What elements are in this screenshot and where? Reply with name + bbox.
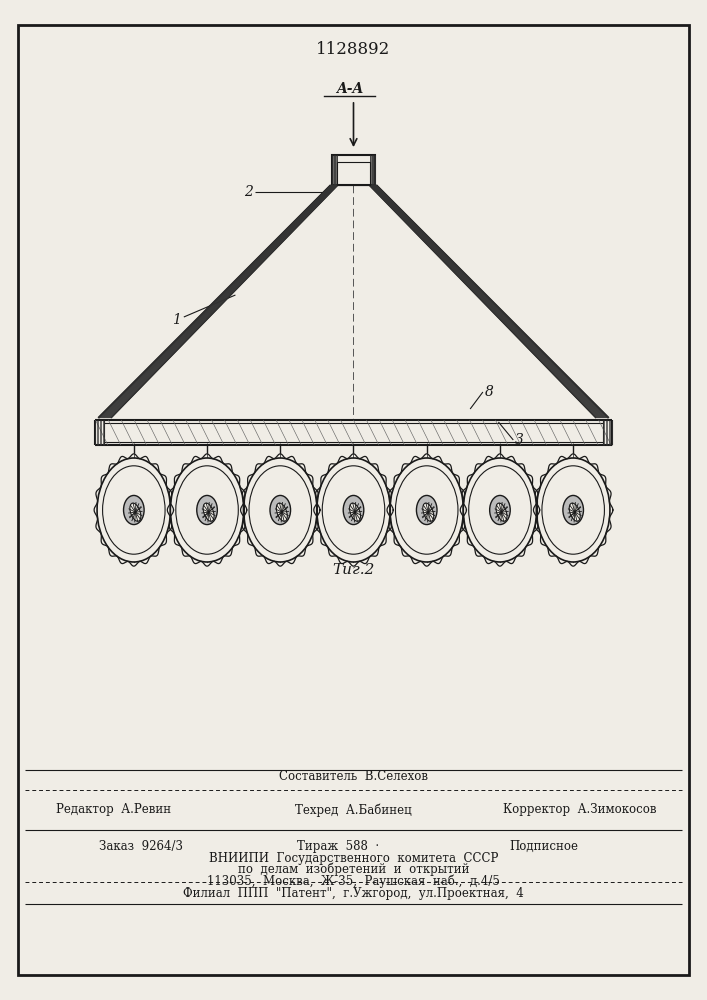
Circle shape [390, 458, 464, 562]
Text: 113035,  Москва,  Ж-35,  Раушская  наб.,  д.4/5: 113035, Москва, Ж-35, Раушская наб., д.4… [207, 874, 500, 888]
Circle shape [343, 495, 364, 525]
Text: Корректор  А.Зимокосов: Корректор А.Зимокосов [503, 804, 657, 816]
Circle shape [537, 458, 610, 562]
Text: Подписное: Подписное [509, 840, 578, 853]
Text: Τиг.2: Τиг.2 [332, 563, 375, 577]
Circle shape [97, 458, 170, 562]
Text: Редактор  А.Ревин: Редактор А.Ревин [56, 804, 170, 816]
Circle shape [463, 458, 537, 562]
Ellipse shape [569, 503, 580, 521]
Text: Заказ  9264/3: Заказ 9264/3 [99, 840, 183, 853]
Text: Составитель  В.Селехов: Составитель В.Селехов [279, 770, 428, 784]
Circle shape [490, 495, 510, 525]
Ellipse shape [423, 503, 433, 521]
Ellipse shape [203, 503, 214, 521]
Ellipse shape [130, 503, 141, 521]
Circle shape [124, 495, 144, 525]
Text: A-A: A-A [337, 82, 363, 96]
Circle shape [563, 495, 583, 525]
Text: 2: 2 [244, 185, 253, 199]
Circle shape [270, 495, 291, 525]
Text: 3: 3 [515, 433, 524, 447]
Text: 1: 1 [172, 313, 181, 327]
Circle shape [170, 458, 244, 562]
Ellipse shape [349, 503, 361, 521]
Circle shape [317, 458, 390, 562]
Bar [337, 162, 370, 185]
Ellipse shape [496, 503, 507, 521]
Bar [332, 155, 375, 185]
Ellipse shape [276, 503, 287, 521]
Text: 1128892: 1128892 [316, 41, 391, 58]
Circle shape [243, 458, 317, 562]
Text: Тираж  588  ·: Тираж 588 · [297, 840, 379, 853]
Text: Филиал  ППП  "Патент",  г.Ужгород,  ул.Проектная,  4: Филиал ППП "Патент", г.Ужгород, ул.Проек… [183, 886, 524, 900]
Circle shape [416, 495, 437, 525]
Circle shape [197, 495, 217, 525]
Text: 8: 8 [484, 385, 493, 399]
Text: по  делам  изобретений  и  открытий: по делам изобретений и открытий [238, 863, 469, 876]
Text: ВНИИПИ  Государственного  комитета  СССР: ВНИИПИ Государственного комитета СССР [209, 852, 498, 865]
Text: Техред  А.Бабинец: Техред А.Бабинец [295, 803, 412, 817]
